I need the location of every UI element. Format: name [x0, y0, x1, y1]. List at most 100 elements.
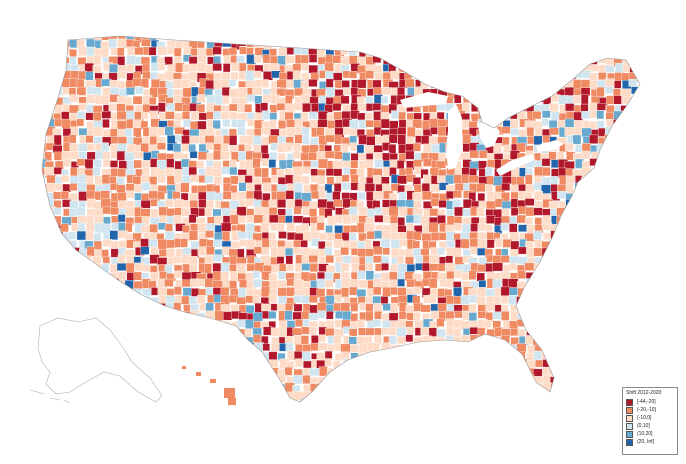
county-cell: [517, 270, 526, 279]
county-cell: [156, 398, 166, 402]
county-cell: [396, 327, 407, 337]
county-cell: [173, 120, 181, 129]
county-cell: [276, 191, 287, 201]
county-cell: [46, 230, 57, 239]
county-cell: [397, 127, 407, 135]
county-cell: [477, 358, 488, 369]
county-cell: [564, 392, 573, 401]
county-cell: [63, 302, 73, 313]
county-cell: [549, 353, 559, 363]
county-cell: [230, 328, 240, 339]
county-cell: [430, 376, 440, 387]
county-cell: [117, 38, 127, 49]
county-cell: [174, 112, 183, 121]
county-cell: [204, 318, 214, 328]
county-cell: [269, 214, 280, 223]
county-cell: [246, 223, 255, 233]
county-cell: [173, 95, 183, 104]
county-cell: [334, 134, 343, 145]
county-cell: [565, 41, 574, 52]
county-cell: [628, 79, 638, 87]
county-cell: [71, 222, 80, 232]
county-cell: [373, 65, 383, 73]
county-cell: [263, 366, 272, 377]
county-cell: [470, 369, 480, 378]
county-cell: [381, 41, 391, 52]
county-cell: [598, 304, 609, 313]
county-cell: [253, 55, 262, 63]
county-cell: [591, 185, 602, 195]
county-cell: [638, 70, 640, 81]
county-cell: [285, 263, 294, 272]
county-cell: [414, 320, 424, 328]
county-cell: [493, 382, 502, 392]
county-cell: [116, 303, 127, 311]
county-cell: [117, 143, 127, 152]
county-cell: [527, 86, 538, 94]
county-cell: [556, 399, 567, 402]
county-cell: [373, 359, 382, 369]
county-cell: [245, 159, 254, 170]
county-cell: [630, 310, 638, 321]
county-cell: [620, 135, 631, 145]
county-cell: [500, 40, 509, 50]
county-cell: [55, 40, 65, 50]
county-cell: [351, 392, 361, 402]
county-cell: [108, 103, 117, 111]
county-cell: [565, 280, 574, 289]
county-cell: [630, 128, 640, 139]
county-cell: [101, 111, 112, 119]
county-cell: [533, 390, 542, 400]
county-cell: [478, 351, 488, 362]
county-cell: [341, 143, 349, 154]
county-cell: [637, 94, 640, 104]
county-cell: [399, 239, 408, 247]
county-cell: [485, 55, 496, 65]
county-cell: [405, 359, 415, 370]
county-cell: [526, 127, 535, 137]
county-cell: [221, 231, 230, 242]
county-cell: [541, 118, 549, 126]
county-cell: [55, 36, 66, 42]
county-cell: [526, 304, 535, 313]
legend-swatch: [626, 422, 633, 430]
hawaii-islands: [182, 366, 236, 405]
county-cell: [270, 400, 280, 402]
county-cell: [77, 401, 88, 402]
legend-item: (0,10]: [626, 422, 674, 430]
county-cell: [612, 183, 621, 191]
county-cell: [366, 129, 376, 138]
county-cell: [620, 312, 631, 322]
county-cell: [415, 400, 425, 402]
county-cell: [484, 105, 495, 116]
county-cell: [199, 302, 207, 311]
county-cell: [534, 383, 543, 392]
county-cell: [612, 215, 622, 224]
county-cell: [126, 303, 136, 314]
county-cell: [452, 40, 461, 49]
county-cell: [85, 231, 94, 241]
county-cell: [165, 360, 176, 369]
county-cell: [356, 383, 366, 391]
county-cell: [318, 376, 327, 387]
county-cell: [42, 238, 49, 247]
county-cell: [637, 366, 640, 376]
county-cell: [69, 143, 79, 152]
county-cell: [317, 36, 326, 41]
county-cell: [85, 71, 94, 81]
county-cell: [565, 296, 574, 306]
county-cell: [445, 366, 454, 376]
county-cell: [180, 182, 190, 193]
county-cell: [294, 134, 303, 144]
county-cell: [126, 190, 135, 199]
county-cell: [469, 375, 479, 386]
county-cell: [429, 263, 439, 272]
county-cell: [574, 367, 583, 377]
county-cell: [596, 223, 605, 233]
county-cell: [324, 150, 335, 159]
county-cell: [532, 111, 542, 120]
county-cell: [638, 256, 640, 265]
county-cell: [45, 86, 54, 95]
county-cell: [140, 174, 150, 183]
county-cell: [287, 232, 297, 241]
